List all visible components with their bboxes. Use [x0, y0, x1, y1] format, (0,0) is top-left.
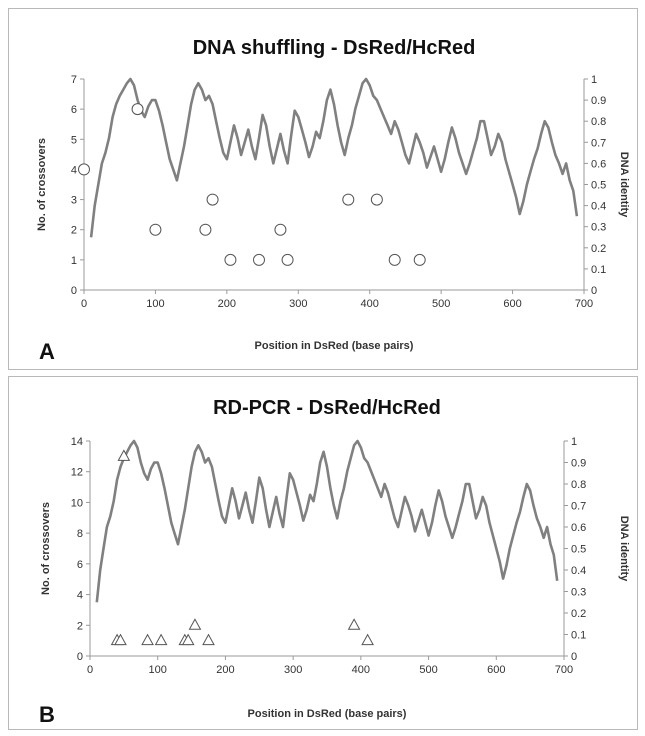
chart-a-x-tick-label: 300 [289, 298, 307, 310]
chart-b-y2-tick-label: 0.6 [571, 522, 586, 534]
chart-a-crossover-point [199, 223, 212, 236]
chart-b-y2-tick-label: 0.9 [571, 458, 586, 470]
chart-b-x-tick-label: 100 [149, 664, 167, 676]
chart-a-crossover-point [131, 103, 144, 116]
chart-b-crossover-point [347, 618, 361, 630]
chart-a-panel-letter: A [39, 339, 55, 364]
chart-b-crossover-point [188, 618, 202, 630]
chart-b-x-axis-label: Position in DsRed (base pairs) [248, 708, 407, 720]
chart-b-crossover-point [181, 633, 195, 646]
chart-b-x-tick-label: 300 [284, 664, 302, 676]
chart-b-x-tick-label: 700 [555, 664, 573, 676]
chart-b-y-tick-label: 6 [77, 559, 83, 571]
chart-a-y-tick-label: 3 [71, 195, 77, 207]
chart-a-y2-tick-label: 1 [591, 74, 597, 86]
chart-b-y-tick-label: 12 [71, 467, 83, 479]
chart-a-y2-tick-label: 0 [591, 285, 597, 297]
chart-a-x-axis-label: Position in DsRed (base pairs) [255, 340, 414, 352]
chart-a-y-axis-label: No. of crossovers [36, 138, 48, 231]
chart-a-y-tick-label: 1 [71, 255, 77, 267]
chart-a-y2-tick-label: 0.8 [591, 116, 606, 128]
chart-b-crossover-point [154, 633, 168, 646]
chart-b-crossover-point [141, 633, 154, 646]
chart-a-crossover-point [78, 163, 90, 176]
chart-b-y2-tick-label: 0.5 [571, 544, 586, 556]
chart-a-crossover-point [281, 253, 294, 266]
chart-a-crossover-point [413, 253, 426, 266]
chart-b-identity-line [95, 439, 559, 603]
chart-a-y2-tick-label: 0.9 [591, 95, 606, 107]
chart-a-x-tick-label: 700 [575, 298, 593, 310]
chart-b-y2-axis-label: DNA identity [618, 516, 630, 582]
chart-a-x-tick-label: 400 [361, 298, 379, 310]
chart-b-x-tick-label: 500 [419, 664, 437, 676]
chart-a-x-tick-label: 200 [218, 298, 236, 310]
chart-a-crossover-point [224, 253, 237, 266]
chart-a-y2-tick-label: 0.4 [591, 201, 606, 213]
chart-b-x-tick-label: 0 [87, 664, 93, 676]
chart-a-crossover-point [388, 253, 401, 266]
chart-a-crossover-point [253, 253, 265, 266]
chart-b-x-tick-label: 400 [352, 664, 370, 676]
chart-a-x-tick-label: 0 [81, 298, 87, 310]
chart-b-y-tick-label: 10 [71, 497, 83, 509]
chart-b-y-tick-label: 14 [71, 436, 83, 448]
chart-a-identity-line [89, 77, 579, 238]
chart-b-y2-tick-label: 0.3 [571, 587, 586, 599]
chart-a-crossover-point [206, 193, 219, 206]
chart-panel-a: DNA shuffling - DsRed/HcRed 0 100 200 300 400… [8, 8, 638, 370]
chart-b-panel-letter: B [39, 702, 55, 727]
chart-a-x-tick-label: 600 [503, 298, 521, 310]
chart-b-crossover-point [361, 633, 374, 646]
chart-a-crossover-point [274, 223, 287, 236]
chart-b-y2-tick-label: 1 [571, 436, 577, 448]
chart-a-y-tick-label: 6 [71, 104, 77, 116]
chart-a-y2-axis-label: DNA identity [618, 152, 630, 218]
chart-a-y2-tick-label: 0.7 [591, 137, 606, 149]
chart-a-crossover-point [370, 193, 383, 206]
chart-b-crossover-point [202, 633, 215, 646]
chart-b-x-tick-label: 600 [487, 664, 505, 676]
chart-a-y-tick-label: 0 [71, 285, 77, 297]
chart-a-y-tick-label: 2 [71, 225, 77, 237]
chart-b-y-tick-label: 0 [77, 651, 83, 663]
chart-b-y-tick-label: 8 [77, 528, 83, 540]
chart-a-crossover-point [149, 223, 162, 236]
chart-a-y-tick-label: 7 [71, 74, 77, 86]
chart-a-crossover-point [342, 193, 355, 206]
chart-a-y2-tick-label: 0.5 [591, 180, 606, 192]
chart-a-x-tick-label: 100 [146, 298, 164, 310]
chart-b-y2-tick-label: 0.8 [571, 479, 586, 491]
chart-b-y2-tick-label: 0.2 [571, 608, 586, 620]
chart-b-y2-tick-label: 0 [571, 651, 577, 663]
chart-b-y-axis-label: No. of crossovers [40, 502, 52, 595]
chart-b-y2-tick-label: 0.7 [571, 501, 586, 513]
chart-b-x-tick-label: 200 [216, 664, 234, 676]
chart-b-crossover-point [114, 633, 127, 646]
chart-a-y2-tick-label: 0.6 [591, 158, 606, 170]
chart-a-y-tick-label: 5 [71, 134, 77, 146]
chart-a-y2-tick-label: 0.2 [591, 243, 606, 255]
chart-a-y2-tick-label: 0.3 [591, 222, 606, 234]
chart-a-y2-tick-label: 0.1 [591, 264, 606, 276]
chart-a-y-tick-label: 4 [71, 164, 77, 176]
chart-b-y2-tick-label: 0.4 [571, 565, 586, 577]
chart-a-title: DNA shuffling - DsRed/HcRed [193, 37, 476, 59]
chart-a-x-tick-label: 500 [432, 298, 450, 310]
chart-b-y-tick-label: 4 [77, 590, 83, 602]
chart-b-y2-tick-label: 0.1 [571, 630, 586, 642]
chart-panel-b: RD-PCR - DsRed/HcRed 0 100 200 300 400 500 600 7… [8, 376, 638, 730]
chart-b-crossover-point [117, 449, 131, 461]
chart-b-y-tick-label: 2 [77, 620, 83, 632]
chart-b-title: RD-PCR - DsRed/HcRed [213, 397, 441, 419]
